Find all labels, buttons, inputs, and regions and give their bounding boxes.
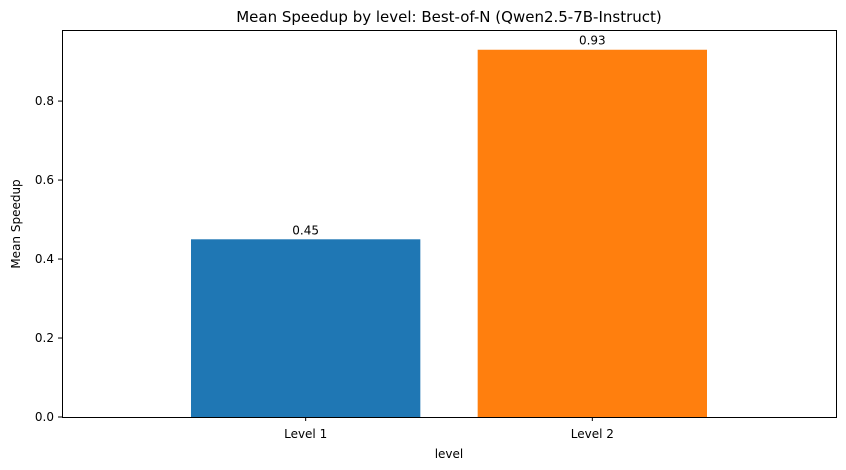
x-tick-label: Level 2 xyxy=(571,427,614,441)
y-tick-label: 0.8 xyxy=(35,94,54,108)
plot-frame xyxy=(62,30,837,418)
x-tick-label: Level 1 xyxy=(284,427,327,441)
y-tick-label: 0.0 xyxy=(35,410,54,424)
y-tick-label: 0.6 xyxy=(35,173,54,187)
y-axis-label: Mean Speedup xyxy=(9,179,23,268)
data-label-level-2: 0.93 xyxy=(579,34,606,48)
x-axis-label: level xyxy=(435,447,464,461)
chart-title: Mean Speedup by level: Best-of-N (Qwen2.… xyxy=(236,8,662,26)
data-label-level-1: 0.45 xyxy=(292,223,319,237)
y-tick-label: 0.2 xyxy=(35,331,54,345)
y-tick-label: 0.4 xyxy=(35,252,54,266)
bar-level-2 xyxy=(477,49,707,417)
bar-level-1 xyxy=(191,239,421,417)
